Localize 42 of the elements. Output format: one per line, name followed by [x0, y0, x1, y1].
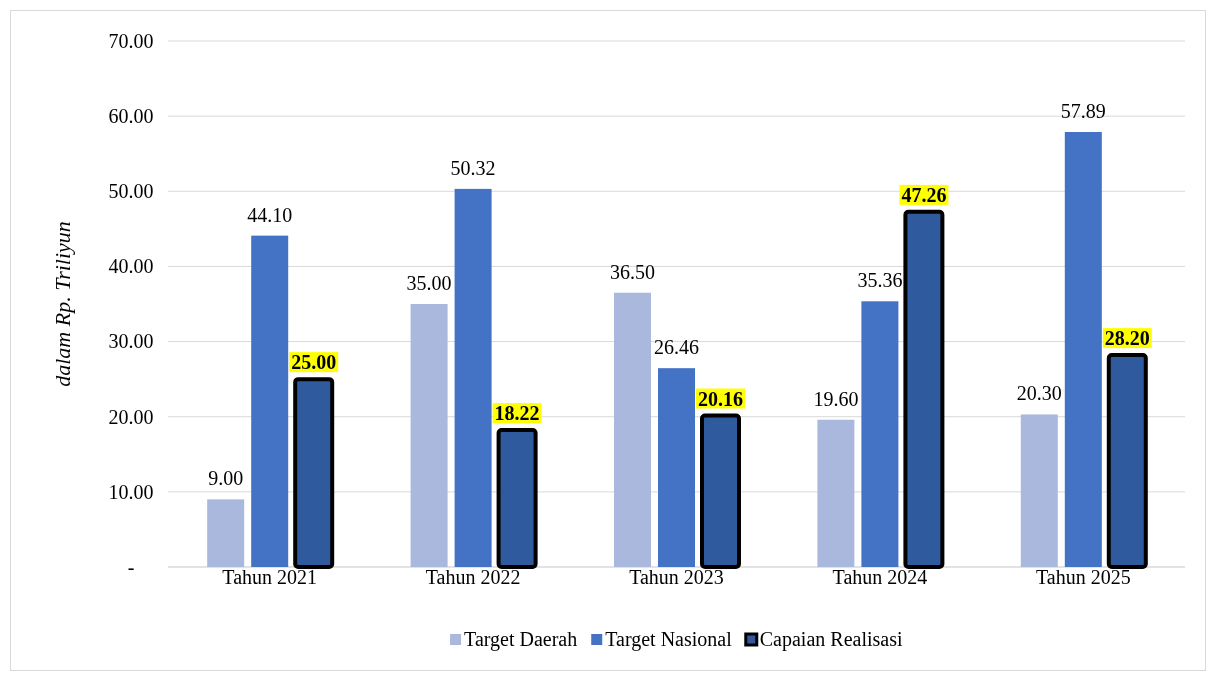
x-tick-label: Tahun 2023 [629, 566, 724, 588]
data-label: 35.36 [857, 269, 903, 292]
y-tick-label: 30.00 [108, 330, 154, 353]
legend-label: Target Nasional [605, 628, 733, 651]
data-label: 26.46 [654, 336, 699, 359]
data-label: 28.20 [1104, 327, 1150, 350]
bar [1020, 414, 1058, 567]
bar [1064, 132, 1102, 567]
data-label: 47.26 [901, 183, 947, 206]
x-tick-label: Tahun 2025 [1035, 566, 1131, 588]
data-label: 20.16 [698, 387, 743, 410]
legend-label: Capaian Realisasi [759, 628, 903, 651]
data-label: 18.22 [494, 402, 540, 425]
legend-label: Target Daerah [464, 628, 578, 651]
y-tick-label: 40.00 [108, 255, 154, 278]
y-tick-label: 60.00 [108, 105, 154, 128]
data-label: 35.00 [406, 272, 452, 294]
bar [861, 301, 899, 567]
x-tick-label: Tahun 2024 [832, 566, 928, 588]
data-label: 25.00 [291, 351, 337, 374]
bar [207, 499, 245, 567]
y-tick-label: 20.00 [108, 405, 154, 428]
bar [454, 188, 492, 567]
y-tick-label: 70.00 [108, 29, 154, 52]
bar [658, 368, 695, 567]
bar [817, 419, 855, 567]
data-label: 20.30 [1016, 382, 1062, 405]
data-label: 57.89 [1060, 100, 1106, 122]
y-tick-label: 10.00 [108, 480, 154, 503]
x-tick-label: Tahun 2022 [425, 566, 521, 588]
y-axis-title: dalam Rp. Triliyun [50, 221, 75, 387]
data-label: 19.60 [813, 387, 859, 410]
y-tick-label: 50.00 [108, 180, 154, 203]
data-label: 44.10 [247, 203, 293, 226]
data-label: 36.50 [610, 260, 655, 283]
data-label: 9.00 [208, 467, 244, 490]
x-tick-label: Tahun 2021 [222, 566, 318, 588]
bar [614, 292, 651, 567]
bar [251, 235, 289, 567]
data-label: 50.32 [450, 156, 496, 179]
bar [410, 304, 448, 567]
y-tick-label: - [127, 555, 135, 578]
